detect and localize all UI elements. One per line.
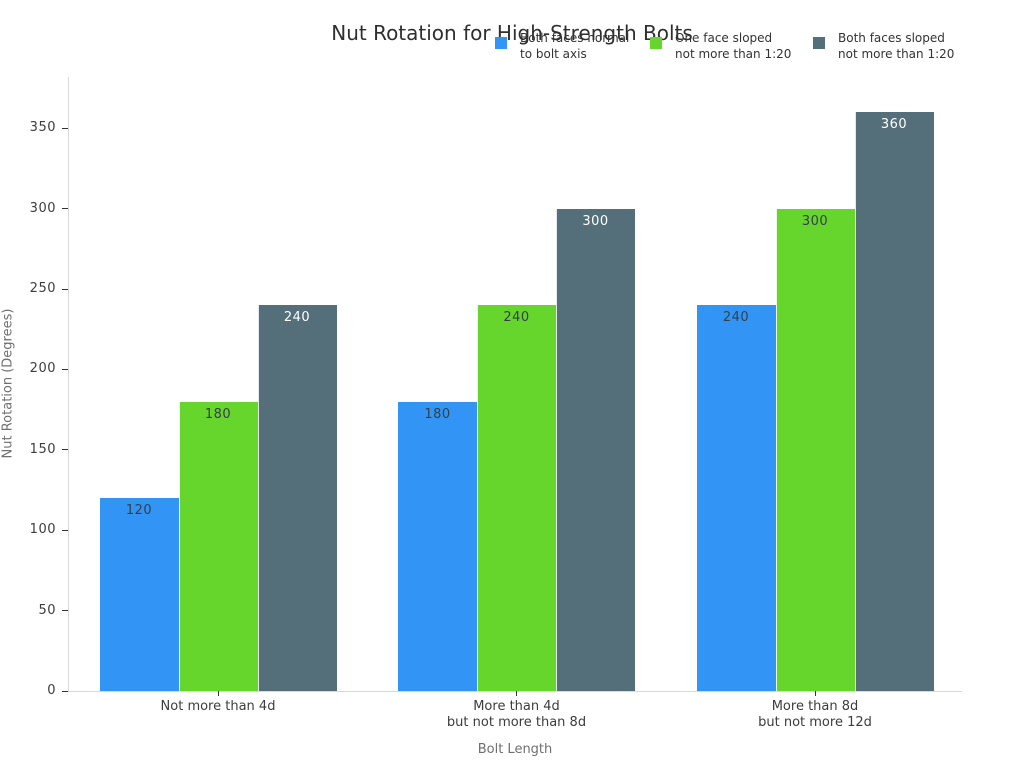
y-tick-label: 0 (47, 683, 56, 698)
bar-series0-cat1 (398, 401, 477, 691)
legend-label-line: One face sloped (675, 31, 773, 45)
bar-series0-cat0 (99, 498, 179, 691)
bar-series0-cat2 (696, 305, 776, 691)
legend-swatch-blue-icon (495, 37, 507, 49)
bar-value-label: 300 (582, 213, 609, 229)
bar-series2-cat1 (556, 208, 635, 691)
x-tick-label: More than 4d (473, 699, 560, 714)
x-tick-mark (516, 691, 517, 696)
bar-value-label: 240 (503, 310, 530, 326)
y-tick-mark (62, 529, 68, 531)
y-axis-line (68, 77, 69, 691)
legend-label: One face sloped not more than 1:20 (675, 30, 791, 62)
y-tick-label: 50 (38, 602, 56, 618)
legend-swatch-slate-icon (813, 37, 825, 49)
legend-item-both-faces-sloped: Both faces sloped not more than 1:20 (813, 30, 954, 62)
y-tick-label: 350 (29, 120, 56, 136)
chart-title: Nut Rotation for High-Strength Bolts (331, 21, 693, 45)
bar-value-label: 180 (424, 406, 451, 422)
x-tick-mark (217, 691, 219, 696)
legend-label-line: Both faces sloped (838, 31, 945, 45)
y-tick-mark (62, 127, 68, 129)
y-tick-mark (62, 368, 68, 370)
y-tick-label: 150 (29, 441, 56, 457)
bar-value-label: 180 (204, 406, 232, 422)
bar-value-label: 240 (722, 310, 750, 326)
y-tick-mark (62, 208, 68, 210)
y-tick-mark (62, 690, 68, 692)
legend-label-line: not more than 1:20 (675, 47, 792, 61)
y-tick-mark (62, 610, 68, 612)
x-tick-mark (814, 691, 816, 696)
bar-series1-cat2 (775, 208, 855, 691)
bar-value-label: 360 (880, 117, 908, 133)
bar-series2-cat2 (854, 112, 934, 691)
y-axis-title: Nut Rotation (Degrees) (0, 308, 16, 459)
y-tick-mark (62, 288, 68, 290)
bar-value-label: 300 (801, 213, 829, 229)
x-tick-label: but not more than 8d (446, 715, 587, 730)
legend-swatch-green-icon (650, 37, 662, 49)
bar-series1-cat0 (178, 401, 258, 691)
legend-item-both-faces-normal: Both faces normal to bolt axis (495, 30, 629, 62)
legend-label-line: not more than 1:20 (838, 47, 955, 61)
x-tick-label: More than 8d (771, 699, 859, 714)
x-axis-title: Bolt Length (477, 742, 553, 757)
bar-series1-cat1 (477, 305, 556, 691)
y-tick-label: 300 (29, 200, 56, 216)
bar-value-label: 120 (125, 503, 153, 519)
legend-label: Both faces sloped not more than 1:20 (838, 30, 954, 62)
legend: Both faces normal to bolt axis One face … (0, 0, 1024, 70)
bar-series2-cat0 (257, 305, 337, 691)
legend-label-line: to bolt axis (520, 47, 587, 61)
x-tick-label: but not more 12d (758, 715, 872, 730)
legend-label: Both faces normal to bolt axis (520, 30, 629, 62)
legend-item-one-face-sloped: One face sloped not more than 1:20 (650, 30, 791, 62)
legend-label-line: Both faces normal (520, 31, 630, 45)
y-tick-label: 250 (29, 281, 56, 296)
y-tick-label: 200 (29, 361, 56, 377)
y-tick-mark (62, 449, 68, 451)
y-tick-label: 100 (29, 522, 56, 538)
bar-value-label: 240 (283, 310, 311, 326)
x-axis-line (68, 691, 962, 692)
x-tick-label: Not more than 4d (160, 699, 276, 714)
